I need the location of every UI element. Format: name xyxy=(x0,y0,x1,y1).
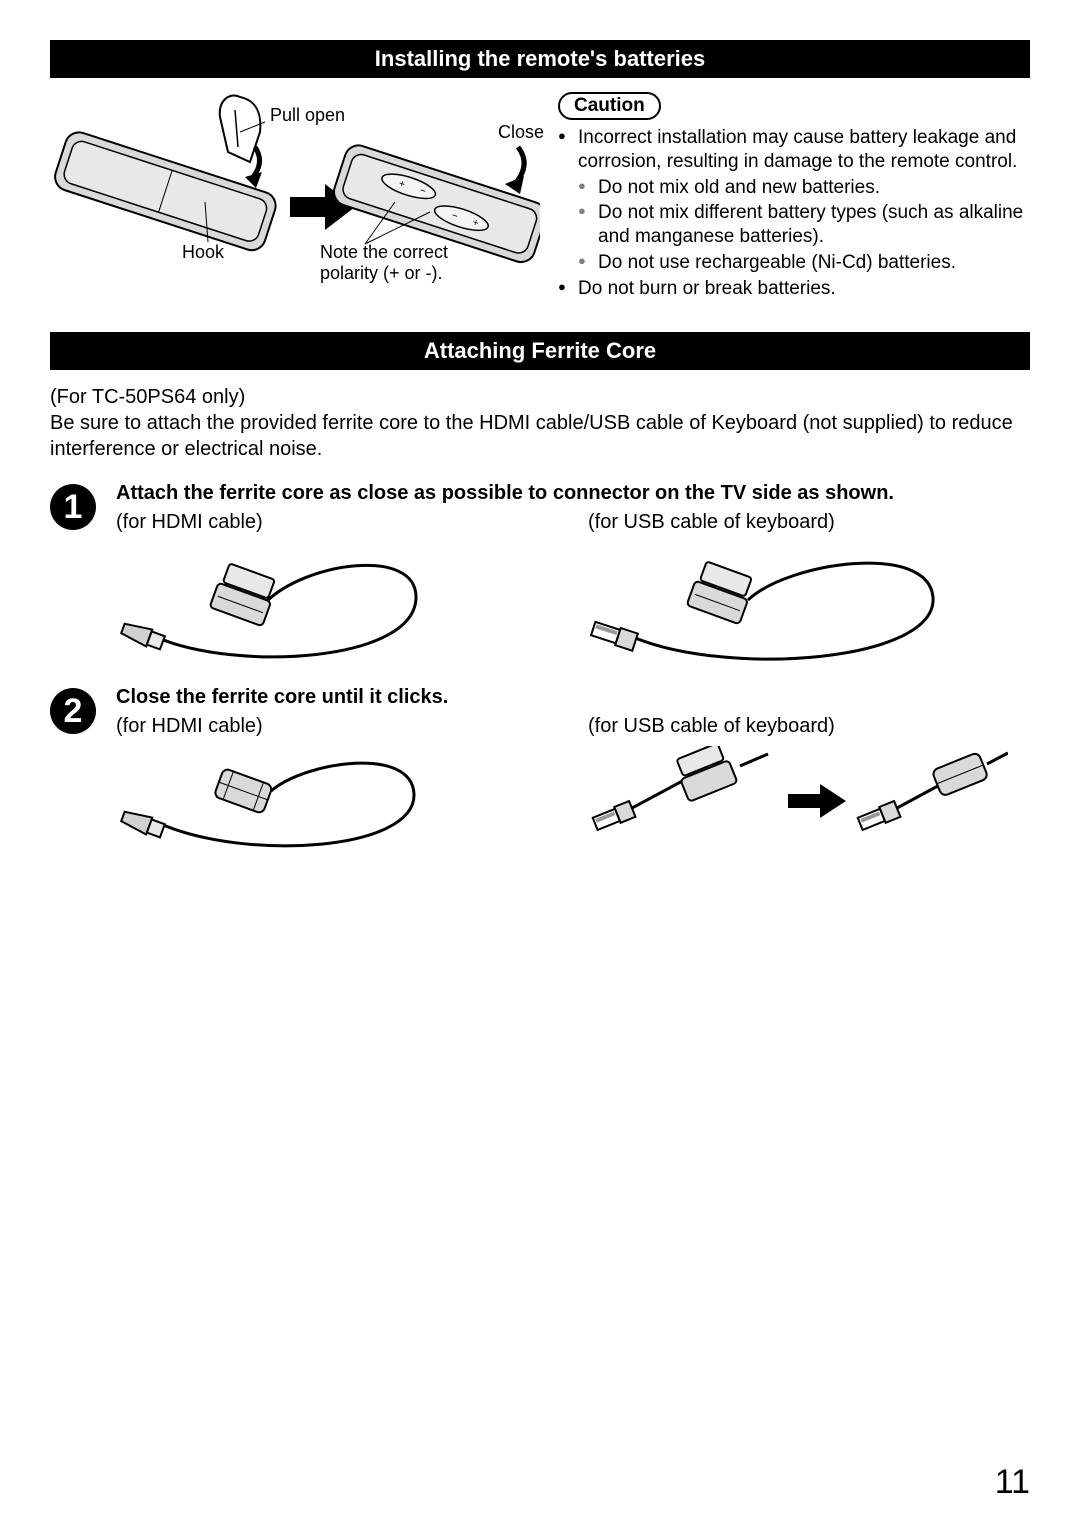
caution-lead-text: Incorrect installation may cause battery… xyxy=(578,127,1017,172)
figure-hdmi-open xyxy=(116,542,558,662)
caution-sub-1: Do not mix different battery types (such… xyxy=(578,201,1030,249)
step-1: 1 Attach the ferrite core as close as po… xyxy=(50,482,1030,662)
step-2-title: Close the ferrite core until it clicks. xyxy=(116,686,1030,709)
label-close: Close xyxy=(498,122,544,143)
caution-column: Caution Incorrect installation may cause… xyxy=(558,92,1030,302)
label-note-polarity: Note the correct polarity (+ or -). xyxy=(320,242,490,284)
step-2-body: Close the ferrite core until it clicks. … xyxy=(116,686,1030,866)
batteries-body: + − − + Pull open Hook Note the correct … xyxy=(50,92,1030,302)
step-1-col-hdmi-label: (for HDMI cable) xyxy=(116,511,263,533)
caution-lead: Incorrect installation may cause battery… xyxy=(558,126,1030,275)
step-2: 2 Close the ferrite core until it clicks… xyxy=(50,686,1030,866)
step-1-body: Attach the ferrite core as close as poss… xyxy=(116,482,1030,662)
manual-page: Installing the remote's batteries xyxy=(0,0,1080,1532)
step-2-columns: (for HDMI cable) xyxy=(116,715,1030,866)
step-1-col-usb: (for USB cable of keyboard) xyxy=(588,511,1030,662)
step-1-number: 1 xyxy=(50,484,96,530)
label-hook: Hook xyxy=(182,242,224,263)
caution-tail: Do not burn or break batteries. xyxy=(558,277,1030,301)
label-pull-open: Pull open xyxy=(270,105,345,126)
step-1-columns: (for HDMI cable) xyxy=(116,511,1030,662)
step-1-col-hdmi: (for HDMI cable) xyxy=(116,511,558,662)
figure-usb-closed-seq xyxy=(588,746,1030,866)
ferrite-model-note: (For TC-50PS64 only) xyxy=(50,384,1030,410)
section-heading-ferrite: Attaching Ferrite Core xyxy=(50,332,1030,370)
step-2-number: 2 xyxy=(50,688,96,734)
caution-sub-0: Do not mix old and new batteries. xyxy=(578,176,1030,200)
step-2-col-hdmi-label: (for HDMI cable) xyxy=(116,715,263,737)
page-number: 11 xyxy=(995,1463,1030,1502)
ferrite-intro: (For TC-50PS64 only) Be sure to attach t… xyxy=(50,384,1030,462)
figure-usb-open xyxy=(588,542,1030,662)
figure-hdmi-closed xyxy=(116,746,558,866)
step-1-col-usb-label: (for USB cable of keyboard) xyxy=(588,511,835,533)
section-heading-batteries: Installing the remote's batteries xyxy=(50,40,1030,78)
remote-illustration-block: + − − + Pull open Hook Note the correct … xyxy=(50,92,540,292)
caution-sublist: Do not mix old and new batteries. Do not… xyxy=(578,176,1030,275)
ferrite-intro-text: Be sure to attach the provided ferrite c… xyxy=(50,410,1030,462)
step-2-col-usb: (for USB cable of keyboard) xyxy=(588,715,1030,866)
step-2-col-hdmi: (for HDMI cable) xyxy=(116,715,558,866)
caution-list: Incorrect installation may cause battery… xyxy=(558,126,1030,300)
caution-badge: Caution xyxy=(558,92,661,120)
step-2-col-usb-label: (for USB cable of keyboard) xyxy=(588,715,835,737)
caution-sub-2: Do not use rechargeable (Ni-Cd) batterie… xyxy=(578,251,1030,275)
step-1-title: Attach the ferrite core as close as poss… xyxy=(116,482,1030,505)
